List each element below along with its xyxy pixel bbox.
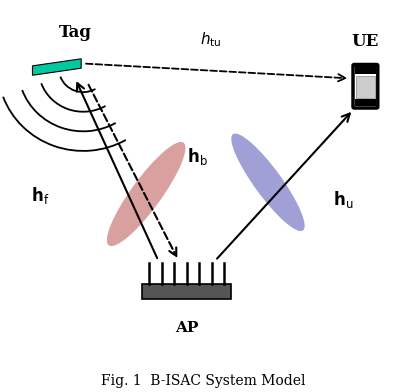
Text: $\mathbf{h}_\mathrm{b}$: $\mathbf{h}_\mathrm{b}$ xyxy=(186,146,207,167)
Text: $\mathbf{h}_\mathrm{f}$: $\mathbf{h}_\mathrm{f}$ xyxy=(31,185,50,207)
Text: Tag: Tag xyxy=(58,24,92,41)
Ellipse shape xyxy=(107,142,185,246)
FancyBboxPatch shape xyxy=(352,64,377,108)
Polygon shape xyxy=(32,59,81,75)
Text: UE: UE xyxy=(351,33,378,50)
Bar xyxy=(355,76,374,98)
Text: Fig. 1  B-ISAC System Model: Fig. 1 B-ISAC System Model xyxy=(100,374,305,388)
Text: $h_\mathrm{tu}$: $h_\mathrm{tu}$ xyxy=(200,30,222,49)
Text: $\mathbf{h}_\mathrm{u}$: $\mathbf{h}_\mathrm{u}$ xyxy=(332,189,352,211)
Text: AP: AP xyxy=(175,321,198,335)
Ellipse shape xyxy=(231,134,304,231)
Bar xyxy=(354,99,375,106)
Bar xyxy=(142,284,231,299)
Bar xyxy=(354,66,375,74)
